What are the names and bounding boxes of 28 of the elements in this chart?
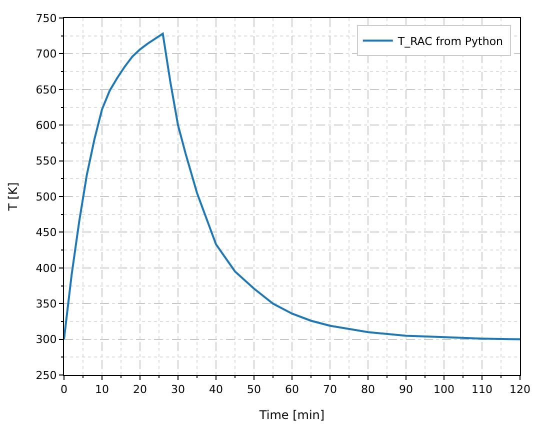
x-tick-label: 50	[247, 383, 261, 396]
x-tick-label: 0	[60, 383, 68, 396]
x-tick-label: 30	[171, 383, 185, 396]
y-tick-label: 450	[36, 226, 57, 240]
x-tick-label: 80	[361, 383, 375, 396]
y-tick-label: 400	[36, 262, 57, 275]
x-tick-label: 20	[133, 383, 147, 396]
x-tick-label: 40	[209, 383, 223, 396]
y-tick-label: 700	[36, 48, 57, 61]
x-tick-label: 70	[323, 383, 337, 396]
y-tick-label: 650	[36, 83, 57, 96]
x-tick-label: 110	[472, 383, 492, 396]
line-series	[64, 32, 520, 340]
y-tick-label: 750	[36, 12, 57, 25]
y-tick-label: 500	[36, 190, 57, 204]
y-axis-title: T [K]	[6, 182, 20, 212]
y-tick-label: 600	[36, 118, 57, 132]
x-tick-label: 10	[95, 383, 109, 396]
x-tick-label: 60	[285, 383, 299, 396]
x-tick-label: 120	[510, 383, 530, 396]
x-tick-label: 100	[434, 383, 454, 396]
y-tick-label: 550	[36, 154, 57, 168]
y-tick-label: 350	[36, 297, 57, 310]
y-tick-label: 300	[36, 333, 57, 346]
x-axis-title: Time [min]	[258, 408, 325, 422]
x-tick-label: 90	[399, 383, 413, 396]
legend-label: T_RAC from Python	[396, 34, 504, 48]
y-tick-label: 250	[36, 368, 57, 382]
